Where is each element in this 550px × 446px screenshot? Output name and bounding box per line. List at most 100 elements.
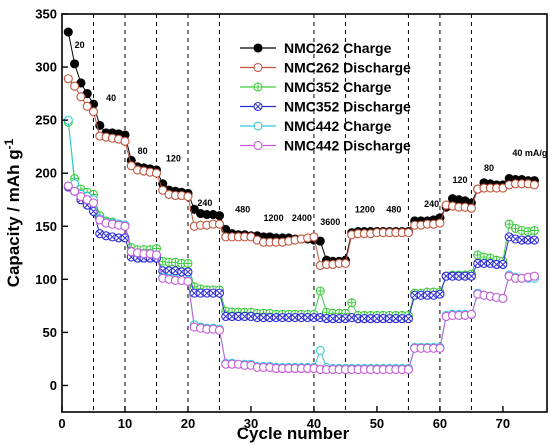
x-tick-label: 70 — [496, 416, 510, 431]
data-point — [315, 345, 325, 355]
data-point — [88, 107, 99, 117]
data-point — [120, 136, 130, 146]
legend-marker — [253, 140, 263, 151]
data-point — [435, 343, 445, 353]
y-axis-ticks: 0 50 100 150 200 250 300 350 — [35, 7, 68, 393]
data-point — [359, 314, 369, 324]
rate-labels: 20 40 80 120 240 480 1200 2400 3600 1200 480 240 120… — [75, 40, 548, 227]
data-point — [158, 185, 168, 195]
data-point — [63, 181, 73, 191]
y-axis-title-text: Capacity / mAh g — [4, 149, 23, 287]
y-tick-label: 150 — [35, 219, 57, 234]
series-nmc262-discharge — [63, 74, 539, 271]
data-point — [529, 180, 539, 190]
data-point — [151, 250, 162, 260]
data-point — [529, 225, 539, 236]
data-point — [466, 271, 476, 281]
rate-label: 3600 — [320, 217, 340, 227]
legend-label: NMC262 Charge — [284, 40, 392, 56]
data-point — [259, 312, 269, 323]
x-axis-ticks: 0 10 20 30 40 50 60 70 — [58, 406, 510, 431]
x-tick-label: 20 — [181, 416, 195, 431]
data-point — [221, 311, 231, 322]
data-point — [529, 271, 539, 281]
rate-label: 120 — [166, 154, 181, 164]
legend-marker — [253, 43, 263, 53]
series-nmc442-discharge — [63, 181, 539, 375]
data-point — [347, 298, 357, 308]
legend-item: NMC352 Charge — [240, 79, 392, 95]
y-tick-label: 300 — [35, 60, 57, 75]
legend-label: NMC442 Charge — [284, 118, 392, 134]
legend-item: NMC442 Charge — [240, 118, 392, 134]
y-axis-title: Capacity / mAh g-1 — [2, 138, 23, 287]
data-point — [403, 314, 413, 324]
legend-marker — [253, 62, 263, 73]
series-nmc352-discharge — [63, 182, 539, 324]
y-axis-title-superscript: -1 — [2, 138, 16, 149]
data-point — [504, 219, 514, 229]
data-point — [492, 259, 502, 270]
data-point — [82, 101, 92, 111]
rate-label: 40 — [106, 93, 116, 103]
x-tick-label: 10 — [118, 416, 132, 431]
x-tick-label: 40 — [307, 416, 321, 431]
data-point — [214, 219, 225, 229]
data-point — [189, 288, 199, 298]
data-point — [290, 312, 300, 323]
legend-item: NMC262 Discharge — [240, 60, 411, 76]
data-point — [391, 314, 401, 324]
data-point — [76, 92, 86, 102]
y-tick-label: 50 — [43, 325, 57, 340]
plot-frame — [61, 13, 548, 413]
data-point — [151, 244, 162, 254]
rate-label: 480 — [235, 204, 250, 214]
legend-label: NMC262 Discharge — [284, 60, 411, 76]
data-point — [523, 235, 533, 245]
data-point — [63, 27, 73, 37]
data-point — [435, 218, 445, 228]
x-tick-label: 30 — [244, 416, 258, 431]
data-point — [517, 235, 527, 245]
data-point — [63, 74, 73, 84]
x-axis-title: Cycle number — [237, 424, 350, 443]
data-point — [403, 364, 413, 375]
series-layer — [63, 27, 539, 375]
data-point — [340, 258, 350, 268]
data-point — [309, 232, 319, 242]
data-point — [454, 271, 464, 281]
legend-marker — [253, 82, 263, 92]
y-tick-label: 250 — [35, 113, 57, 128]
data-point — [403, 228, 413, 238]
rate-label: 1200 — [264, 213, 284, 223]
data-point — [214, 325, 225, 335]
data-point — [70, 186, 80, 196]
data-point — [466, 309, 476, 319]
data-point — [422, 290, 432, 300]
data-point — [70, 81, 80, 91]
data-point — [183, 258, 193, 268]
data-point — [88, 198, 99, 208]
data-point — [151, 168, 162, 178]
data-point — [183, 276, 193, 287]
data-point — [435, 289, 445, 299]
data-point — [120, 221, 130, 231]
data-point — [447, 271, 458, 281]
legend-label: NMC442 Discharge — [284, 138, 411, 154]
y-tick-label: 350 — [35, 7, 57, 22]
data-point — [466, 203, 476, 213]
data-point — [529, 235, 539, 245]
data-point — [208, 288, 218, 298]
rate-label: 240 — [197, 198, 212, 208]
rate-label: 80 — [484, 163, 494, 173]
data-point — [214, 288, 225, 298]
y-tick-label: 200 — [35, 166, 57, 181]
legend-marker — [253, 121, 263, 131]
legend-item: NMC352 Discharge — [240, 99, 411, 115]
data-point — [214, 211, 225, 221]
legend-label: NMC352 Charge — [284, 79, 392, 95]
y-tick-label: 0 — [50, 378, 57, 393]
data-point — [334, 314, 344, 324]
x-tick-label: 50 — [370, 416, 384, 431]
data-point — [498, 293, 508, 303]
